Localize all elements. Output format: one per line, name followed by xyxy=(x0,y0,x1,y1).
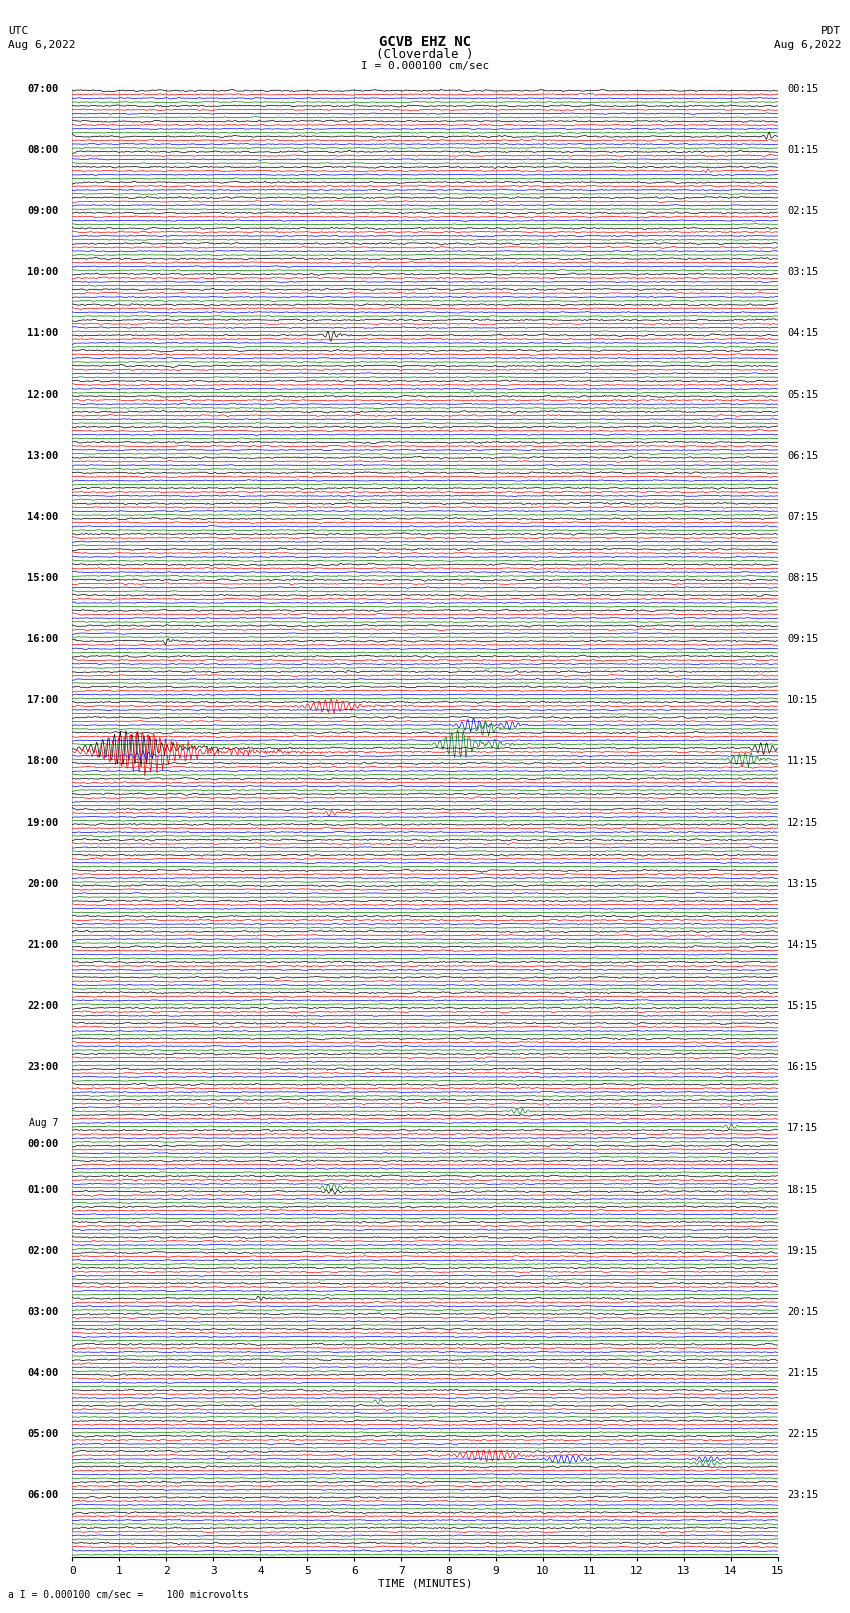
Text: I = 0.000100 cm/sec: I = 0.000100 cm/sec xyxy=(361,61,489,71)
Text: 12:15: 12:15 xyxy=(787,818,819,827)
Text: 05:00: 05:00 xyxy=(27,1429,58,1439)
Text: 22:00: 22:00 xyxy=(27,1002,58,1011)
Text: 21:00: 21:00 xyxy=(27,940,58,950)
Text: 20:00: 20:00 xyxy=(27,879,58,889)
Text: 09:00: 09:00 xyxy=(27,206,58,216)
Text: 23:15: 23:15 xyxy=(787,1490,819,1500)
Text: 21:15: 21:15 xyxy=(787,1368,819,1378)
Text: 04:15: 04:15 xyxy=(787,329,819,339)
Text: 16:00: 16:00 xyxy=(27,634,58,644)
Text: 13:00: 13:00 xyxy=(27,450,58,461)
Text: 17:15: 17:15 xyxy=(787,1123,819,1134)
Text: 14:00: 14:00 xyxy=(27,511,58,523)
Text: Aug 7: Aug 7 xyxy=(29,1118,58,1127)
Text: 05:15: 05:15 xyxy=(787,389,819,400)
Text: 04:00: 04:00 xyxy=(27,1368,58,1378)
Text: 08:15: 08:15 xyxy=(787,573,819,582)
X-axis label: TIME (MINUTES): TIME (MINUTES) xyxy=(377,1579,473,1589)
Text: PDT: PDT xyxy=(821,26,842,35)
Text: 19:15: 19:15 xyxy=(787,1245,819,1257)
Text: 09:15: 09:15 xyxy=(787,634,819,644)
Text: (Cloverdale ): (Cloverdale ) xyxy=(377,48,473,61)
Text: UTC: UTC xyxy=(8,26,29,35)
Text: GCVB EHZ NC: GCVB EHZ NC xyxy=(379,35,471,50)
Text: 02:00: 02:00 xyxy=(27,1245,58,1257)
Text: 01:00: 01:00 xyxy=(27,1184,58,1195)
Text: 18:00: 18:00 xyxy=(27,756,58,766)
Text: 23:00: 23:00 xyxy=(27,1063,58,1073)
Text: 03:15: 03:15 xyxy=(787,268,819,277)
Text: Aug 6,2022: Aug 6,2022 xyxy=(774,40,842,50)
Text: 12:00: 12:00 xyxy=(27,389,58,400)
Text: 20:15: 20:15 xyxy=(787,1307,819,1316)
Text: 01:15: 01:15 xyxy=(787,145,819,155)
Text: 18:15: 18:15 xyxy=(787,1184,819,1195)
Text: 06:00: 06:00 xyxy=(27,1490,58,1500)
Text: 11:15: 11:15 xyxy=(787,756,819,766)
Text: 02:15: 02:15 xyxy=(787,206,819,216)
Text: 19:00: 19:00 xyxy=(27,818,58,827)
Text: 06:15: 06:15 xyxy=(787,450,819,461)
Text: 16:15: 16:15 xyxy=(787,1063,819,1073)
Text: 13:15: 13:15 xyxy=(787,879,819,889)
Text: 15:15: 15:15 xyxy=(787,1002,819,1011)
Text: 14:15: 14:15 xyxy=(787,940,819,950)
Text: 10:00: 10:00 xyxy=(27,268,58,277)
Text: 00:15: 00:15 xyxy=(787,84,819,94)
Text: 11:00: 11:00 xyxy=(27,329,58,339)
Text: 03:00: 03:00 xyxy=(27,1307,58,1316)
Text: 15:00: 15:00 xyxy=(27,573,58,582)
Text: 07:00: 07:00 xyxy=(27,84,58,94)
Text: 08:00: 08:00 xyxy=(27,145,58,155)
Text: 00:00: 00:00 xyxy=(27,1139,58,1148)
Text: 22:15: 22:15 xyxy=(787,1429,819,1439)
Text: a I = 0.000100 cm/sec =    100 microvolts: a I = 0.000100 cm/sec = 100 microvolts xyxy=(8,1590,249,1600)
Text: 17:00: 17:00 xyxy=(27,695,58,705)
Text: 07:15: 07:15 xyxy=(787,511,819,523)
Text: 10:15: 10:15 xyxy=(787,695,819,705)
Text: Aug 6,2022: Aug 6,2022 xyxy=(8,40,76,50)
